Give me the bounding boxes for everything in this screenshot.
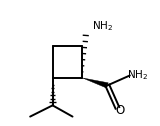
- Polygon shape: [83, 78, 108, 88]
- Text: O: O: [115, 104, 124, 117]
- Text: NH$_2$: NH$_2$: [127, 69, 148, 82]
- Text: NH$_2$: NH$_2$: [92, 19, 114, 33]
